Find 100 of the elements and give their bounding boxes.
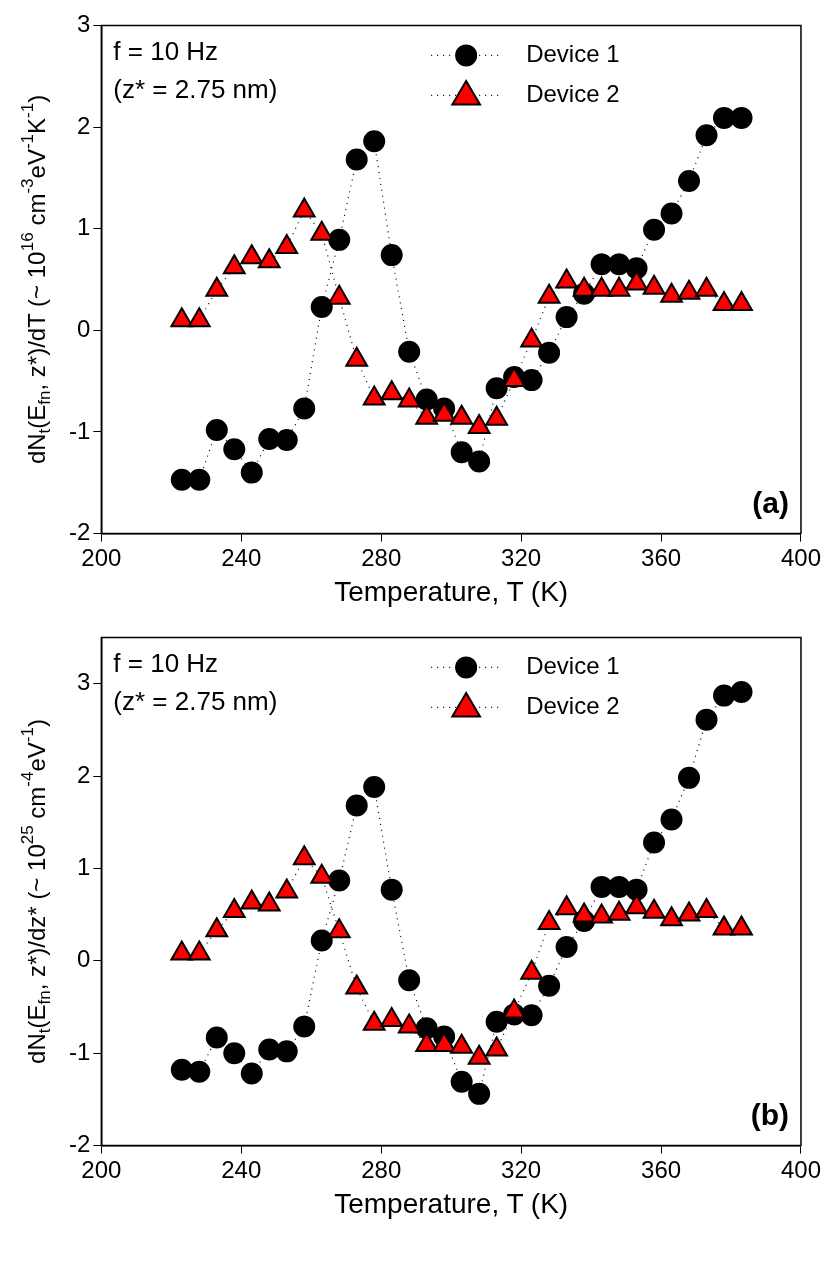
- point: [363, 776, 386, 799]
- point: [625, 270, 648, 291]
- point: [485, 1036, 509, 1057]
- point: [468, 450, 491, 473]
- text: dNt(Efn, z*)/dz* (~ 1025 cm-4eV-1): [18, 719, 54, 1064]
- annotation: (a): [752, 485, 789, 519]
- point: [625, 878, 648, 901]
- x-tick-label: 400: [780, 543, 821, 571]
- point: [677, 279, 701, 300]
- x-tick-label: 400: [780, 1155, 821, 1183]
- x-tick-label: 360: [641, 1155, 682, 1183]
- point: [222, 254, 246, 275]
- point: [730, 680, 753, 703]
- x-tick-label: 200: [81, 543, 122, 571]
- point: [643, 831, 666, 854]
- point: [590, 903, 613, 924]
- point: [538, 341, 561, 364]
- y-tick-label: -2: [69, 1130, 91, 1158]
- point: [362, 385, 386, 406]
- x-tick-label: 280: [361, 1155, 402, 1183]
- point: [502, 998, 526, 1019]
- y-tick-label: 3: [76, 668, 91, 696]
- annotation: f = 10 Hz: [113, 35, 219, 66]
- point: [397, 387, 421, 408]
- point: [380, 878, 403, 901]
- annotation: f = 10 Hz: [113, 647, 219, 678]
- point: [660, 808, 683, 831]
- point: [642, 898, 666, 919]
- point: [345, 346, 369, 367]
- point: [520, 959, 544, 980]
- y-tick-label: 1: [76, 853, 91, 881]
- point: [642, 274, 666, 295]
- point: [590, 276, 613, 297]
- point: [275, 233, 299, 254]
- point: [328, 869, 351, 892]
- point: [205, 917, 229, 938]
- point: [223, 438, 246, 461]
- point: [695, 276, 718, 297]
- point: [677, 901, 701, 922]
- point: [678, 766, 701, 789]
- point: [257, 891, 281, 912]
- point: [555, 895, 578, 916]
- point: [712, 915, 736, 936]
- point: [187, 940, 211, 961]
- point: [188, 468, 211, 491]
- y-tick-label: 1: [76, 213, 91, 241]
- point: [275, 878, 299, 899]
- legend-label: Device 2: [526, 692, 620, 720]
- point: [625, 894, 648, 915]
- legend-label: Device 2: [526, 80, 620, 108]
- point: [240, 244, 264, 265]
- point: [520, 327, 544, 348]
- point: [520, 369, 543, 392]
- point: [310, 220, 334, 241]
- point: [537, 909, 561, 930]
- point: [345, 974, 369, 995]
- point: [275, 429, 298, 452]
- point: [730, 915, 753, 936]
- point: [345, 794, 368, 817]
- point: [608, 875, 631, 898]
- y-tick-label: -2: [69, 518, 91, 546]
- x-tick-label: 200: [81, 1155, 122, 1183]
- point: [607, 900, 631, 921]
- point: [730, 290, 753, 311]
- point: [310, 863, 334, 884]
- annotation: (z* = 2.75 nm): [113, 685, 278, 716]
- x-tick-label: 240: [221, 1155, 262, 1183]
- point: [293, 397, 316, 420]
- point: [380, 380, 404, 401]
- x-tick-label: 280: [361, 543, 402, 571]
- point: [292, 197, 316, 218]
- y-tick-label: 0: [76, 314, 91, 342]
- point: [713, 684, 736, 707]
- point: [607, 276, 631, 297]
- point: [660, 906, 683, 927]
- point: [240, 461, 263, 484]
- point: [362, 1010, 386, 1031]
- x-axis-title: Temperature, T (K): [334, 1187, 569, 1219]
- point: [695, 708, 718, 731]
- x-tick-label: 360: [641, 543, 682, 571]
- x-tick-label: 320: [501, 543, 542, 571]
- point: [205, 276, 229, 297]
- point: [450, 1033, 474, 1054]
- point: [187, 307, 211, 328]
- point: [660, 282, 683, 303]
- y-tick-label: 0: [76, 945, 91, 973]
- point: [240, 889, 264, 910]
- y-tick-label: -1: [69, 416, 91, 444]
- x-tick-label: 320: [501, 1155, 542, 1183]
- text: dNt(Efn, z*)/dT (~ 1016 cm-3eV-1K-1): [18, 94, 54, 465]
- point: [380, 1006, 404, 1027]
- point: [537, 283, 561, 304]
- point: [467, 1044, 491, 1065]
- point: [222, 897, 246, 918]
- point: [450, 441, 473, 464]
- x-tick-label: 240: [221, 543, 262, 571]
- legend-label: Device 1: [526, 652, 620, 680]
- y-tick-label: 2: [76, 111, 91, 139]
- y-tick-label: 2: [76, 760, 91, 788]
- annotation: (b): [750, 1097, 789, 1131]
